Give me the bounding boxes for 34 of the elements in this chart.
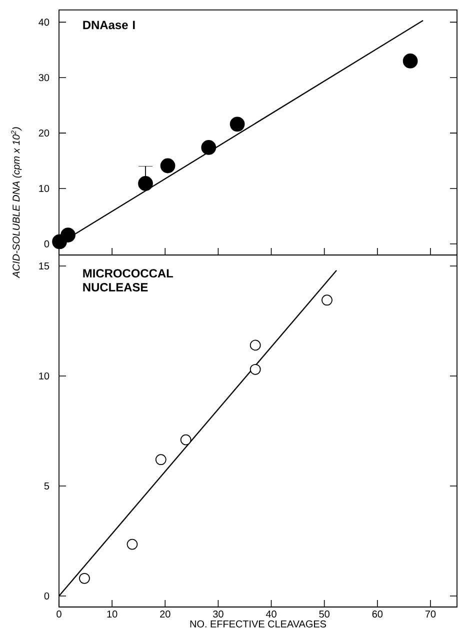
point (250, 340, 261, 351)
point (155, 454, 166, 466)
point (201, 140, 216, 155)
x-tick-label: 20 (160, 610, 170, 618)
point (60, 228, 76, 242)
point (126, 538, 138, 550)
x-tick-label: 70 (425, 610, 436, 618)
x-tick-label: 10 (107, 610, 118, 618)
y-tick-label: 0 (44, 240, 50, 248)
x-tick-label: 30 (213, 610, 224, 618)
text: MICROCOCCAL NUCLEASE (83, 269, 174, 292)
point (322, 294, 332, 306)
point (230, 116, 245, 132)
y-tick-label: 40 (38, 18, 50, 26)
y-tick-label: 15 (39, 262, 50, 270)
x-tick-label: 40 (266, 610, 276, 618)
point (138, 176, 153, 191)
x-tick-label: 0 (56, 610, 62, 618)
y-tick-label: 0 (44, 592, 50, 600)
point (180, 434, 192, 446)
y-tick-label: 30 (38, 74, 50, 82)
y-axis-title: ACID-SOLUBLE DNA (cpm x 10$^{2}$) (11, 127, 22, 278)
y-tick-label: 10 (39, 184, 50, 192)
x-tick-label: 60 (372, 610, 383, 618)
point (250, 364, 261, 375)
y-tick-label: 10 (39, 372, 50, 380)
y-tick-label: 5 (44, 482, 50, 490)
x-tick-label: 50 (319, 610, 330, 618)
y-tick-label: 20 (38, 130, 50, 137)
text: DNAase I (83, 20, 135, 30)
point (79, 572, 90, 584)
point (402, 54, 418, 68)
x-axis-title: NO. EFFECTIVE CLEAVAGES (190, 620, 326, 628)
point (160, 158, 176, 174)
